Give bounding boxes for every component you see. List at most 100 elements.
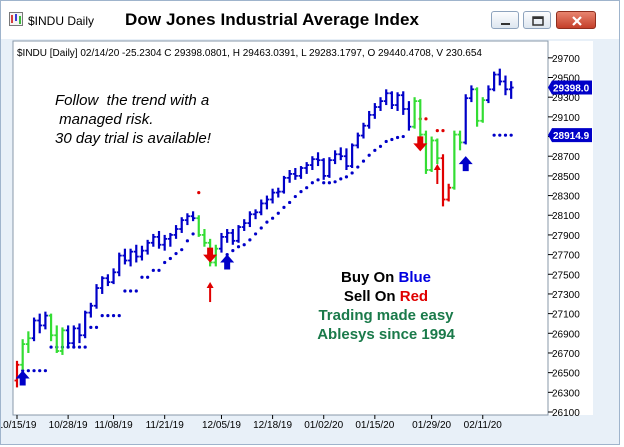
price-bar xyxy=(480,97,486,123)
x-tick-label: 10/15/19 xyxy=(1,420,37,431)
price-bar xyxy=(389,91,395,109)
y-tick-label: 27900 xyxy=(552,231,580,242)
price-bar xyxy=(247,211,253,228)
svg-text:28914.9: 28914.9 xyxy=(553,131,590,142)
chart-app-icon xyxy=(9,12,23,26)
price-bar xyxy=(99,276,105,294)
price-bar xyxy=(457,130,463,151)
stop-dot xyxy=(129,289,133,293)
price-bar xyxy=(150,233,156,247)
stop-dot xyxy=(146,275,150,279)
price-bar xyxy=(25,331,31,353)
price-bar xyxy=(196,215,202,237)
price-bar xyxy=(298,166,304,179)
price-bar xyxy=(173,225,179,239)
minimize-button[interactable] xyxy=(491,11,519,29)
price-bar xyxy=(71,325,77,348)
stop-dot xyxy=(424,117,428,121)
stop-dot xyxy=(197,191,201,195)
y-tick-label: 26900 xyxy=(552,329,580,340)
stop-dot xyxy=(350,171,354,175)
stop-dot xyxy=(89,325,93,329)
x-tick-label: 11/21/19 xyxy=(146,420,185,431)
price-bar xyxy=(37,313,43,334)
price-bar xyxy=(105,274,111,287)
plot-area[interactable] xyxy=(13,41,548,415)
price-bar xyxy=(20,339,26,370)
price-bar xyxy=(446,183,452,202)
stop-dot xyxy=(123,289,127,293)
stop-dot xyxy=(293,194,297,199)
price-bar xyxy=(224,229,230,243)
y-tick-label: 27100 xyxy=(552,310,580,321)
sell-arrow-down xyxy=(413,136,428,152)
price-bar xyxy=(502,75,508,96)
price-bar xyxy=(485,85,491,104)
buy-signal-caption: Buy On Blue xyxy=(286,268,486,287)
title-bar[interactable]: $INDU Daily Dow Jones Industrial Average… xyxy=(1,1,619,39)
stop-dot xyxy=(94,325,99,329)
plot-frame xyxy=(12,40,549,416)
stop-dot xyxy=(390,137,394,142)
promo-text: Follow the trend with a managed risk. 30… xyxy=(55,91,211,148)
price-bar xyxy=(275,187,281,198)
stop-dot xyxy=(265,220,269,224)
window-title: $INDU Daily xyxy=(28,14,95,28)
stop-dot xyxy=(356,165,360,169)
promo-line-3: 30 day trial is available! xyxy=(55,130,211,147)
stop-dot xyxy=(259,226,263,230)
stop-dot xyxy=(367,153,371,157)
price-bar xyxy=(122,248,128,265)
chart-title: Dow Jones Industrial Average Index xyxy=(125,10,420,29)
price-bar xyxy=(264,195,270,210)
stop-dot xyxy=(32,369,36,373)
close-button[interactable] xyxy=(556,11,596,29)
x-tick-label: 11/08/19 xyxy=(94,420,133,431)
price-bar xyxy=(184,213,190,226)
price-bar xyxy=(218,232,224,253)
price-bar xyxy=(326,157,332,178)
price-bar xyxy=(230,229,236,245)
price-bar xyxy=(42,311,48,330)
price-bar xyxy=(440,154,446,207)
stop-dot xyxy=(168,256,172,261)
price-bar xyxy=(423,130,429,174)
y-tick-label: 29700 xyxy=(552,54,580,65)
stop-dot xyxy=(38,369,42,373)
x-tick-label: 01/02/20 xyxy=(304,420,343,431)
price-bar xyxy=(156,230,162,249)
stop-dot xyxy=(140,275,144,279)
restore-button[interactable] xyxy=(523,11,551,29)
x-tick-label: 12/05/19 xyxy=(202,420,241,431)
stop-dot xyxy=(441,129,445,133)
y-tick-label: 29300 xyxy=(552,93,580,104)
sell-signal-caption: Sell On Red xyxy=(286,287,486,306)
stop-dot xyxy=(185,239,189,243)
y-tick-label: 27700 xyxy=(552,251,580,262)
y-tick-label: 28100 xyxy=(552,211,580,222)
horizontal-scrollbar[interactable] xyxy=(13,434,593,444)
stop-dot xyxy=(378,144,383,148)
stop-dot xyxy=(492,133,496,137)
stop-dot xyxy=(310,181,314,185)
price-bar xyxy=(128,248,134,267)
y-tick-label: 27300 xyxy=(552,290,580,301)
stop-dot xyxy=(333,180,337,184)
buy-arrow-up xyxy=(220,254,235,270)
stop-dot xyxy=(163,260,167,265)
price-bar xyxy=(497,68,503,86)
x-tick-label: 12/18/19 xyxy=(253,420,292,431)
promo-line-1: Follow the trend with a xyxy=(55,92,210,109)
stop-dot xyxy=(316,178,320,182)
price-bar xyxy=(76,323,82,344)
price-bar xyxy=(360,122,366,139)
stop-dot xyxy=(77,345,82,349)
price-bar xyxy=(429,136,435,172)
price-axis[interactable] xyxy=(548,41,593,415)
stop-dot xyxy=(276,211,280,215)
stop-dot xyxy=(231,249,235,253)
price-bar xyxy=(508,81,514,99)
stop-dot xyxy=(305,186,309,190)
stop-dot xyxy=(288,200,292,205)
